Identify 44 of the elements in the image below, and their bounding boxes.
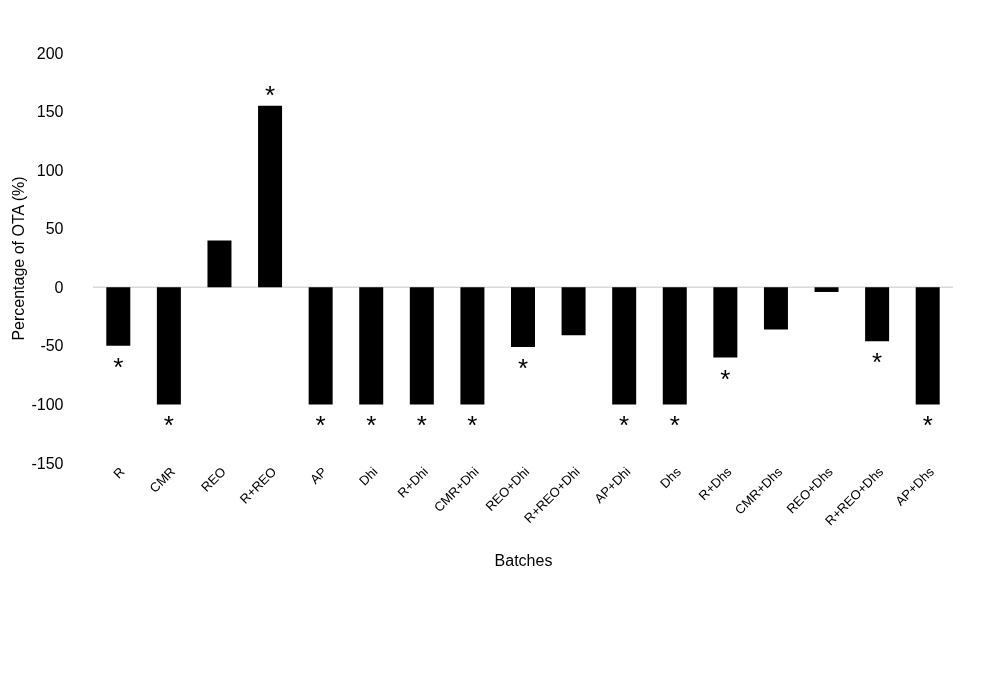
bar <box>156 287 181 405</box>
bar <box>359 287 384 405</box>
bar <box>511 287 535 348</box>
annotation: * <box>872 347 883 378</box>
annotation: * <box>467 410 478 441</box>
bar <box>865 287 890 342</box>
bar <box>915 287 940 405</box>
bar <box>106 287 131 346</box>
y-tick-label: -50 <box>40 337 64 355</box>
bar <box>713 287 738 358</box>
bar <box>561 287 586 336</box>
x-axis-title: Batches <box>494 552 553 570</box>
x-tick-label: Dhi <box>356 464 381 489</box>
y-tick-label: 50 <box>45 220 64 238</box>
annotation: * <box>315 410 326 441</box>
annotation: * <box>517 353 529 384</box>
y-tick-label: 0 <box>54 278 64 296</box>
annotation: * <box>416 410 427 441</box>
x-tick-label: Dhs <box>657 463 685 492</box>
y-tick-label: 150 <box>36 103 64 121</box>
bar <box>662 287 687 405</box>
bar <box>612 287 637 405</box>
bar <box>814 287 839 292</box>
annotation: * <box>669 410 680 441</box>
bar <box>258 105 283 288</box>
annotation: * <box>619 410 630 441</box>
x-tick-label: R <box>110 464 128 482</box>
y-tick-label: 100 <box>36 161 64 179</box>
annotation: * <box>265 79 276 110</box>
annotation: * <box>113 351 124 382</box>
bar <box>460 287 485 405</box>
annotation: * <box>922 410 933 441</box>
bar <box>207 240 232 288</box>
x-tick-label: AP <box>306 464 330 487</box>
y-axis-title: Percentage of OTA (%) <box>10 176 28 341</box>
bar <box>409 287 434 405</box>
annotation: * <box>163 410 174 441</box>
y-tick-label: -100 <box>31 395 64 413</box>
annotation: * <box>366 410 377 441</box>
y-tick-label: -150 <box>31 454 64 472</box>
bar <box>308 287 333 405</box>
y-tick-label: 200 <box>36 44 64 62</box>
bar <box>763 287 788 330</box>
annotation: * <box>720 363 731 394</box>
